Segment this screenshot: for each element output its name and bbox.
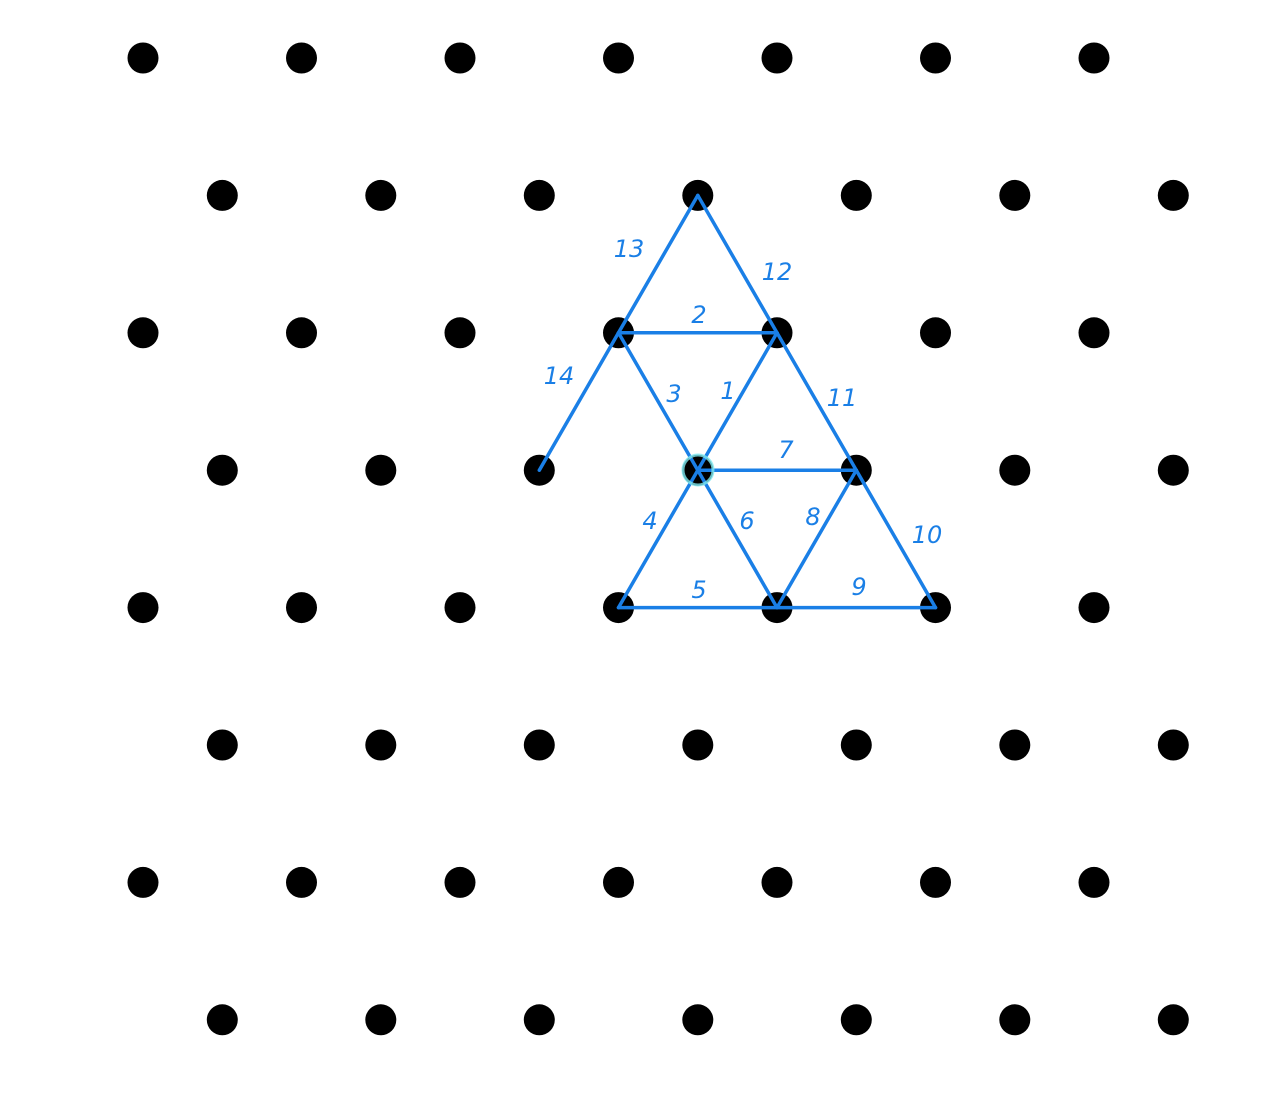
grid-dot (365, 454, 397, 486)
segment-12 (696, 193, 779, 335)
numbered-segments (537, 193, 938, 610)
grid-dot (920, 317, 951, 349)
segment-label-8: 8 (805, 503, 820, 531)
grid-dot (1078, 42, 1110, 74)
segment-11 (775, 331, 859, 472)
grid-dot (1157, 729, 1189, 761)
grid-dot (286, 592, 317, 624)
grid-dot (999, 729, 1031, 761)
grid-dot (286, 42, 317, 74)
segment-label-5: 5 (691, 576, 706, 604)
grid-dot (1078, 592, 1110, 624)
segment-label-12: 12 (762, 258, 793, 286)
grid-dot (840, 729, 872, 761)
grid-dot (761, 866, 793, 898)
segment-label-14: 14 (544, 362, 575, 390)
grid-dot (1078, 866, 1110, 898)
grid-dot (999, 179, 1031, 211)
grid-dot (603, 42, 634, 74)
segment-label-10: 10 (912, 521, 943, 549)
segment-labels: 1 2 3 4 5 6 7 8 9 10 11 12 13 14 (544, 235, 943, 604)
grid-dot (206, 1004, 238, 1036)
grid-dot (206, 729, 238, 761)
grid-dot (840, 1004, 872, 1036)
segment-label-3: 3 (666, 380, 681, 408)
segment-label-2: 2 (691, 301, 706, 329)
segment-10 (854, 468, 938, 610)
segment-label-11: 11 (827, 384, 858, 412)
grid-dot (365, 179, 397, 211)
grid-dot (127, 42, 159, 74)
grid-dot (444, 592, 476, 624)
grid-dot (761, 42, 793, 74)
segment-14 (537, 331, 621, 472)
selected-vertex-highlight (681, 453, 715, 487)
segment-label-13: 13 (614, 235, 645, 263)
segment-3 (616, 331, 700, 472)
grid-dot (682, 729, 714, 761)
grid-dot (127, 866, 159, 898)
grid-dot (444, 42, 476, 74)
grid-dot (444, 317, 476, 349)
grid-dot (286, 866, 317, 898)
grid-dot (365, 729, 397, 761)
grid-dot (523, 729, 555, 761)
grid-dots (127, 42, 1189, 1036)
segment-label-1: 1 (720, 377, 735, 405)
grid-dot (127, 592, 159, 624)
grid-dot (523, 1004, 555, 1036)
grid-dot (920, 42, 951, 74)
segment-label-7: 7 (778, 436, 794, 464)
grid-dot (127, 317, 159, 349)
grid-dot (365, 1004, 397, 1036)
grid-dot (682, 1004, 714, 1036)
grid-dot (1157, 454, 1189, 486)
grid-dot (603, 866, 634, 898)
grid-dot (1078, 317, 1110, 349)
grid-dot (286, 317, 317, 349)
grid-dot (444, 866, 476, 898)
segment-4 (616, 468, 700, 610)
grid-dot (523, 179, 555, 211)
segment-6 (696, 468, 779, 610)
grid-dot (999, 1004, 1031, 1036)
grid-dot (206, 454, 238, 486)
segment-13 (616, 193, 700, 335)
segment-label-6: 6 (739, 507, 754, 535)
segment-8 (775, 468, 859, 610)
grid-dot (999, 454, 1031, 486)
grid-dot (1157, 1004, 1189, 1036)
grid-dot (840, 179, 872, 211)
segment-1 (696, 331, 779, 472)
grid-dot (206, 179, 238, 211)
grid-dot (1157, 179, 1189, 211)
segment-label-4: 4 (642, 507, 657, 535)
grid-dot (920, 866, 951, 898)
segment-label-9: 9 (851, 573, 866, 601)
